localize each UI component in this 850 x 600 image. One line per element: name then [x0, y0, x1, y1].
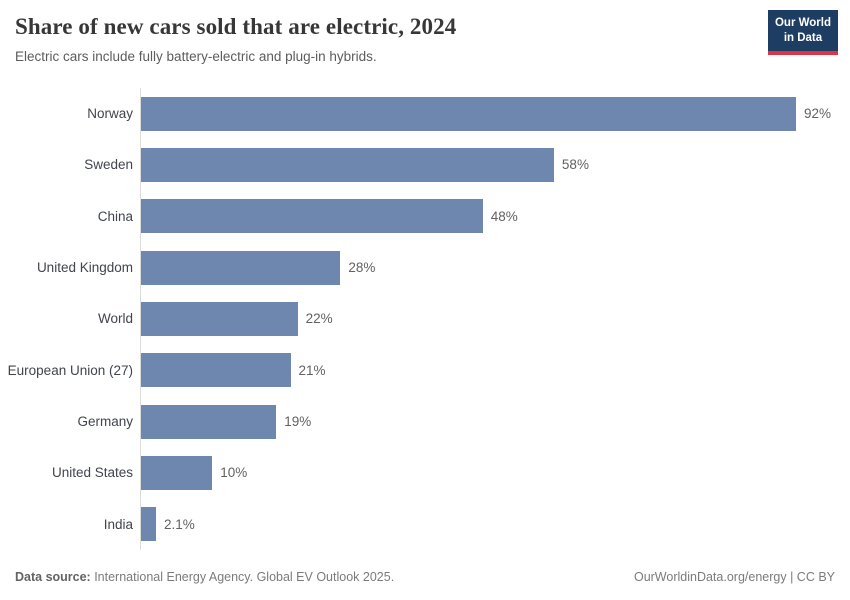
bar[interactable] [141, 455, 213, 490]
bar[interactable] [141, 301, 298, 336]
bar-track: 21% [141, 353, 850, 388]
chart-subtitle: Electric cars include fully battery-elec… [15, 48, 377, 64]
bar-track: 2.1% [141, 507, 850, 542]
chart-row: Germany 19% [0, 396, 850, 447]
bar[interactable] [141, 147, 554, 182]
value-label: 92% [804, 106, 832, 122]
chart-title: Share of new cars sold that are electric… [15, 14, 457, 39]
chart-row: United Kingdom 28% [0, 242, 850, 293]
bar[interactable] [141, 250, 341, 285]
category-label: Sweden [84, 157, 133, 173]
bar[interactable] [141, 353, 291, 388]
value-label: 48% [490, 208, 518, 224]
bar[interactable] [141, 96, 796, 131]
category-label: India [103, 516, 133, 532]
value-label: 58% [561, 157, 589, 173]
owid-url-link[interactable]: OurWorldinData.org/energy [633, 569, 787, 584]
bar-track: 10% [141, 455, 850, 490]
category-label: World [97, 311, 133, 327]
chart-row: Norway 92% [0, 88, 850, 139]
bar-track: 48% [141, 199, 850, 234]
chart-row: United States 10% [0, 447, 850, 498]
owid-logo-line1: Our World [774, 17, 831, 29]
chart-footer: Data source: International Energy Agency… [15, 569, 835, 585]
bar[interactable] [141, 507, 156, 542]
bar-track: 92% [141, 96, 850, 131]
category-label: United Kingdom [36, 260, 133, 276]
value-label: 19% [284, 414, 312, 430]
chart-row: India 2.1% [0, 499, 850, 550]
category-label: United States [51, 465, 133, 481]
bar[interactable] [141, 404, 277, 439]
bar-chart: Norway 92% Sweden 58% China 48% United Kingdom… [0, 88, 850, 550]
category-label: European Union (27) [7, 362, 133, 378]
category-label: Germany [77, 414, 133, 430]
chart-row: China 48% [0, 191, 850, 242]
bar-track: 28% [141, 250, 850, 285]
data-source-note: Data source: International Energy Agency… [15, 569, 394, 585]
license-label: CC BY [796, 569, 835, 584]
chart-row: European Union (27) 21% [0, 345, 850, 396]
category-label: China [97, 208, 133, 224]
bar-track: 19% [141, 404, 850, 439]
footer-attribution: OurWorldinData.org/energy | CC BY [634, 569, 835, 585]
y-axis-line [140, 88, 141, 550]
category-label: Norway [87, 106, 133, 122]
value-label: 28% [348, 260, 376, 276]
chart-row: Sweden 58% [0, 139, 850, 190]
bar[interactable] [141, 199, 483, 234]
data-source-text: International Energy Agency. Global EV O… [90, 569, 395, 584]
value-label: 22% [305, 311, 333, 327]
owid-logo-line2: in Data [783, 31, 823, 44]
footer-separator: | [786, 569, 797, 584]
chart-row: World 22% [0, 293, 850, 344]
value-label: 21% [298, 362, 326, 378]
bar-track: 58% [141, 147, 850, 182]
chart-header: Share of new cars sold that are electric… [0, 0, 850, 65]
bar-track: 22% [141, 301, 850, 336]
value-label: 2.1% [163, 516, 195, 532]
value-label: 10% [220, 465, 248, 481]
owid-logo[interactable]: Our World in Data [767, 10, 838, 55]
data-source-label: Data source: [15, 569, 91, 584]
